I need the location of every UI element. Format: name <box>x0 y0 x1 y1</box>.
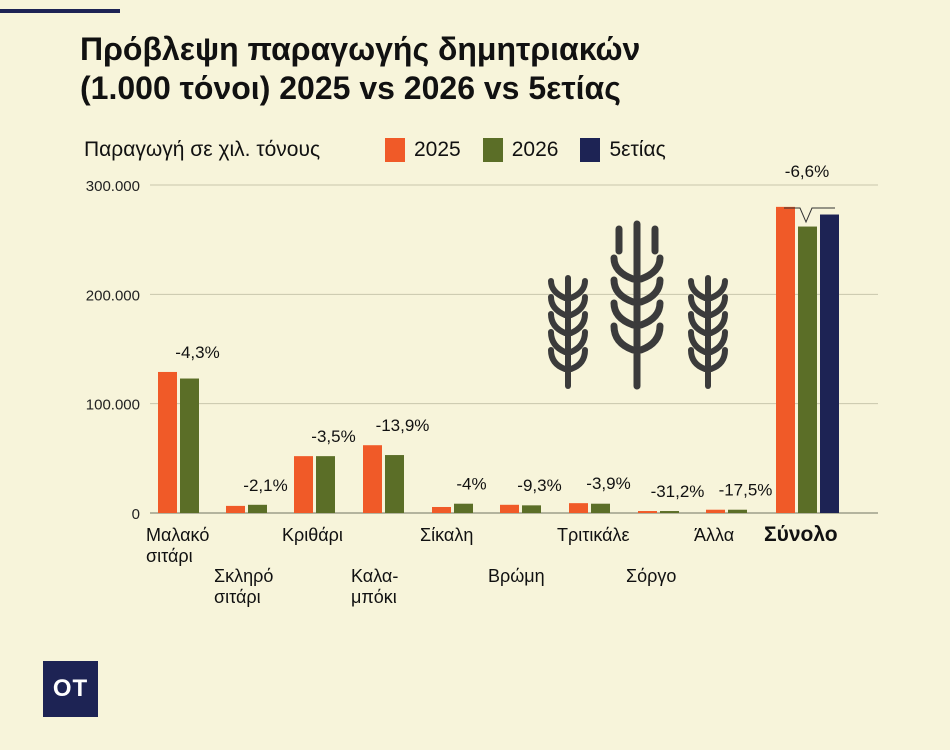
change-annotations: -4,3% -2,1% -3,5% -13,9% -4% -9,3% -3,9% -31,2%… <box>175 162 835 501</box>
change-annotation: -13,9% <box>376 416 430 435</box>
change-annotation: -2,1% <box>243 476 287 495</box>
bar-2025 <box>158 371 177 513</box>
bar-2026 <box>728 509 747 513</box>
legend-swatch-2026 <box>482 138 503 162</box>
change-annotation: -3,9% <box>586 474 630 493</box>
category-label: μπόκι <box>351 587 397 607</box>
bar-5ετίας <box>820 214 839 513</box>
legend-swatch-2025 <box>385 138 405 162</box>
wheat-stalk-left-icon <box>548 275 588 389</box>
category-label: Σίκαλη <box>420 525 473 545</box>
bar-2026 <box>454 503 473 513</box>
chart-title-line-2: (1.000 τόνοι) 2025 vs 2026 vs 5ετίας <box>80 70 621 106</box>
top-accent-rule <box>0 9 120 13</box>
wheat-icon <box>548 220 728 390</box>
ot-logo: OT <box>43 661 98 717</box>
wheat-stalk-right-icon <box>688 275 728 389</box>
bar-2026 <box>660 511 679 513</box>
category-label: Βρώμη <box>488 566 545 586</box>
change-annotation: -9,3% <box>517 476 561 495</box>
bar-2026 <box>522 505 541 513</box>
bar-2025 <box>500 504 519 513</box>
category-label: σιτάρι <box>146 546 193 566</box>
chart-title-line-1: Πρόβλεψη παραγωγής δημητριακών <box>80 31 641 67</box>
y-tick-label: 100.000 <box>86 397 140 414</box>
bar-2025 <box>294 456 313 513</box>
legend: 2025 2026 5ετίας <box>385 138 666 162</box>
bar-2026 <box>248 504 267 513</box>
category-label: Κριθάρι <box>282 525 343 545</box>
bar-2025 <box>432 506 451 513</box>
change-annotation: -4% <box>456 475 486 494</box>
category-label: Τριτικάλε <box>557 525 630 545</box>
y-axis-unit-label: Παραγωγή σε χιλ. τόνους <box>84 138 321 161</box>
legend-item-2025: 2025 <box>385 138 461 162</box>
change-annotation: -6,6% <box>785 162 829 181</box>
bar-2025 <box>226 505 245 513</box>
callout-pointer <box>784 207 835 224</box>
category-label: Άλλα <box>694 525 734 545</box>
bar-2025 <box>569 503 588 513</box>
bar-2026 <box>180 378 199 513</box>
legend-swatch-5year <box>580 138 601 162</box>
bar-2025 <box>776 206 795 513</box>
bars <box>158 206 839 513</box>
bar-2025 <box>706 509 725 513</box>
category-labels: ΜαλακόσιτάριΣκληρόσιτάριΚριθάριΚαλα-μπόκ… <box>146 523 838 607</box>
category-label: Μαλακό <box>146 525 209 545</box>
bar-2025 <box>363 445 382 513</box>
y-tick-label: 300.000 <box>86 178 140 195</box>
category-label: Σόργο <box>626 566 676 586</box>
change-annotation: -31,2% <box>651 482 705 501</box>
category-label: Σκληρό <box>214 566 273 586</box>
change-annotation: -3,5% <box>311 427 355 446</box>
change-annotation: -17,5% <box>719 481 773 500</box>
bar-2025 <box>638 511 657 513</box>
legend-label-5year: 5ετίας <box>609 138 666 161</box>
category-label: σιτάρι <box>214 587 261 607</box>
legend-item-5year: 5ετίας <box>580 138 666 162</box>
ot-logo-text: OT <box>52 675 89 702</box>
bar-2026 <box>798 226 817 513</box>
y-tick-label: 200.000 <box>86 287 140 304</box>
wheat-stalk-center-icon <box>610 220 664 390</box>
y-axis-ticks: 0 100.000 200.000 300.000 <box>86 178 140 523</box>
chart-title: Πρόβλεψη παραγωγής δημητριακών (1.000 τό… <box>80 30 860 108</box>
gridlines <box>150 184 878 514</box>
bar-2026 <box>591 503 610 513</box>
legend-label-2026: 2026 <box>511 138 559 161</box>
category-label: Σύνολο <box>764 523 838 546</box>
change-annotation: -4,3% <box>175 343 219 362</box>
bar-2026 <box>385 455 404 513</box>
legend-item-2026: 2026 <box>482 138 559 162</box>
category-label: Καλα- <box>351 566 398 586</box>
legend-label-2025: 2025 <box>414 138 461 161</box>
y-tick-label: 0 <box>132 506 140 523</box>
bar-2026 <box>316 456 335 513</box>
